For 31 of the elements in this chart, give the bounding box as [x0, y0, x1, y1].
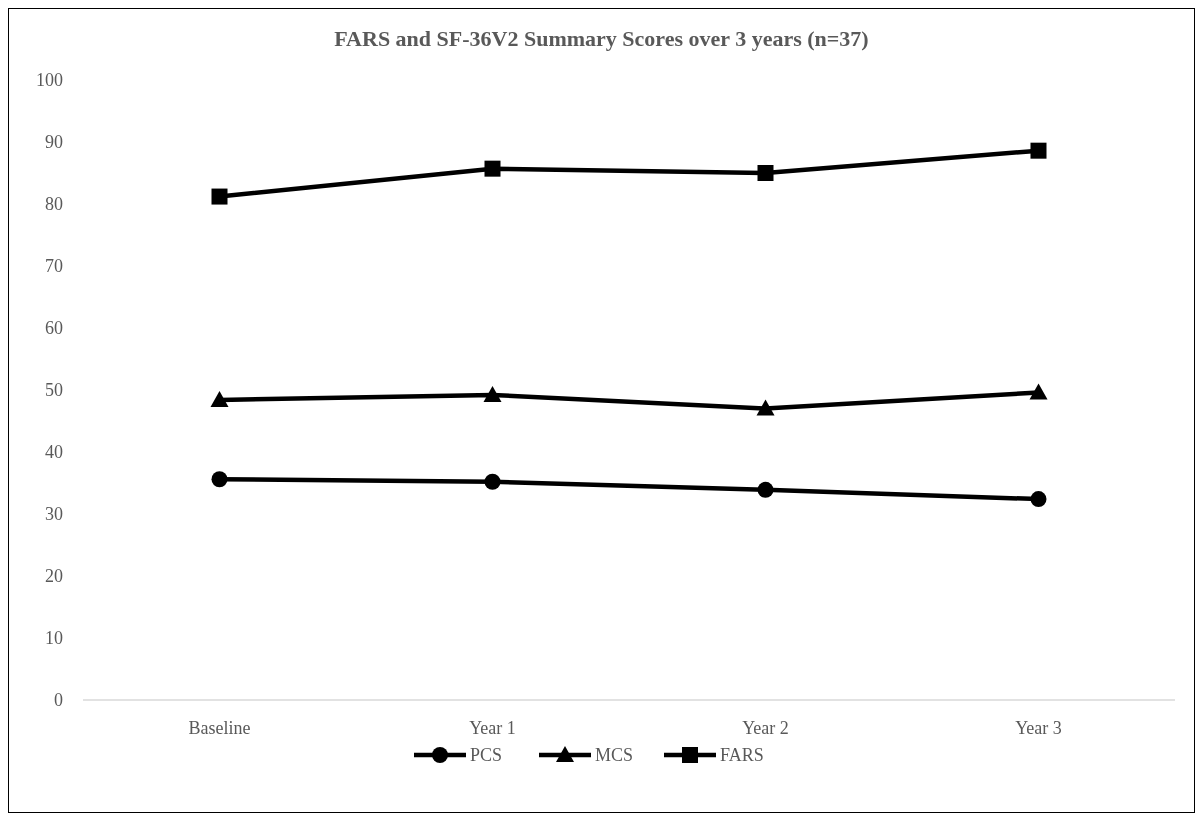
y-tick-label: 20 — [45, 566, 63, 587]
x-tick-label: Year 2 — [742, 718, 789, 738]
y-tick-label: 60 — [45, 318, 63, 339]
y-tick-label: 70 — [45, 256, 63, 277]
point — [211, 188, 228, 205]
point — [756, 399, 775, 416]
y-tick-label: 0 — [54, 690, 63, 711]
point — [757, 165, 774, 181]
point — [484, 160, 501, 177]
chart-title: FARS and SF-36V2 Summary Scores over 3 years (n=37) — [334, 26, 869, 51]
point — [210, 390, 229, 407]
y-tick-label: 50 — [45, 380, 63, 401]
legend-label: PCS — [470, 745, 503, 766]
y-tick-label: 30 — [45, 504, 63, 525]
point — [1030, 142, 1047, 159]
y-tick-label: 40 — [45, 442, 63, 463]
y-tick-label: 80 — [45, 194, 63, 215]
y-tick-label: 100 — [36, 70, 63, 91]
legend-label: MCS — [595, 745, 634, 766]
x-tick-label: Year 1 — [469, 718, 516, 738]
point — [211, 471, 228, 488]
point — [1030, 491, 1047, 508]
y-tick-label: 10 — [45, 628, 63, 649]
x-tick-label: Baseline — [188, 718, 251, 738]
point — [484, 473, 501, 490]
x-tick-label: Year 3 — [1015, 718, 1062, 738]
y-tick-label: 90 — [45, 132, 63, 153]
point — [1029, 383, 1048, 400]
point — [757, 481, 774, 498]
point — [483, 385, 502, 402]
legend-label: FARS — [720, 745, 764, 766]
